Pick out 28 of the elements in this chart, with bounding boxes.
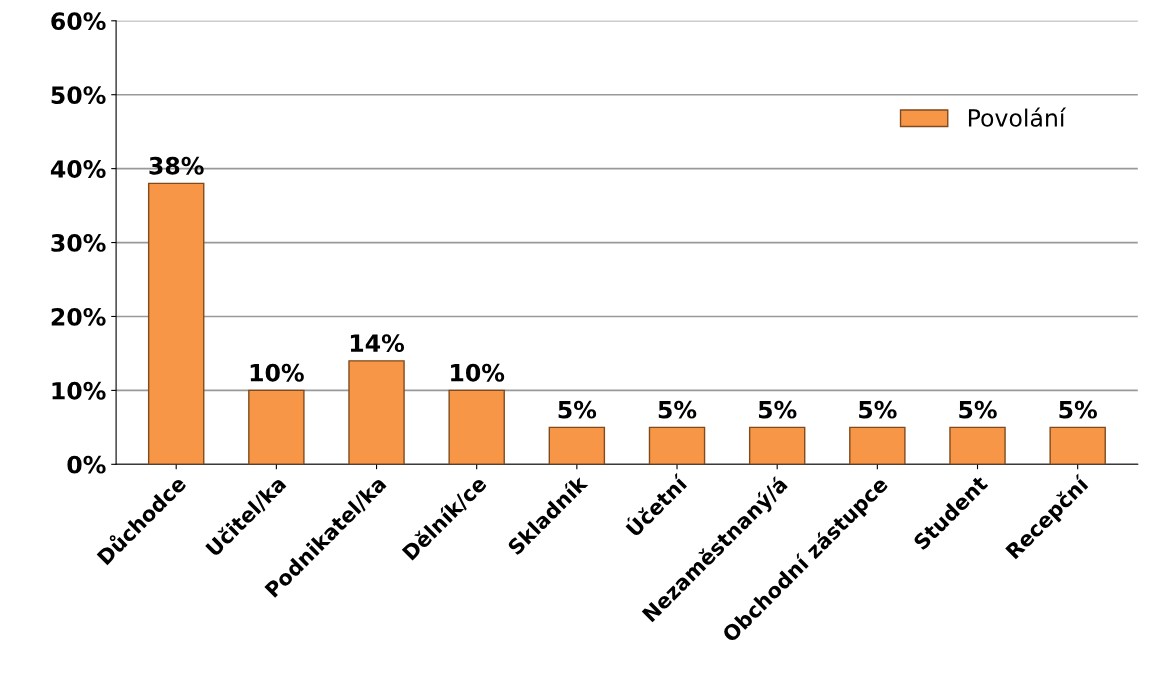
bar bbox=[448, 389, 505, 465]
data-label: 10% bbox=[451, 363, 505, 382]
y-tick-label: 50% bbox=[51, 86, 106, 105]
bar bbox=[648, 426, 706, 465]
y-tick-label: 20% bbox=[51, 307, 106, 326]
bar bbox=[1049, 426, 1106, 465]
y-tick-label: 60% bbox=[51, 12, 106, 31]
y-tick-label: 30% bbox=[51, 234, 106, 252]
legend-label: Povolání bbox=[968, 107, 1067, 127]
bar bbox=[248, 389, 305, 465]
data-label: 5% bbox=[959, 400, 997, 419]
data-label: 5% bbox=[1059, 400, 1097, 419]
y-tick-label: 40% bbox=[50, 160, 106, 178]
data-label: 5% bbox=[758, 400, 797, 419]
y-tick-label: 10% bbox=[52, 381, 106, 400]
bar bbox=[849, 426, 906, 465]
y-tick-label: 0% bbox=[67, 455, 106, 474]
data-label: 5% bbox=[859, 400, 897, 419]
data-label: 38% bbox=[149, 156, 204, 175]
bar bbox=[748, 426, 806, 465]
data-label: 5% bbox=[558, 400, 597, 419]
bar bbox=[548, 426, 606, 465]
data-label: 10% bbox=[250, 363, 304, 382]
bar bbox=[147, 182, 205, 465]
bar bbox=[949, 426, 1006, 465]
bar bbox=[348, 360, 405, 465]
data-label: 14% bbox=[350, 334, 405, 353]
data-label: 5% bbox=[658, 400, 697, 419]
